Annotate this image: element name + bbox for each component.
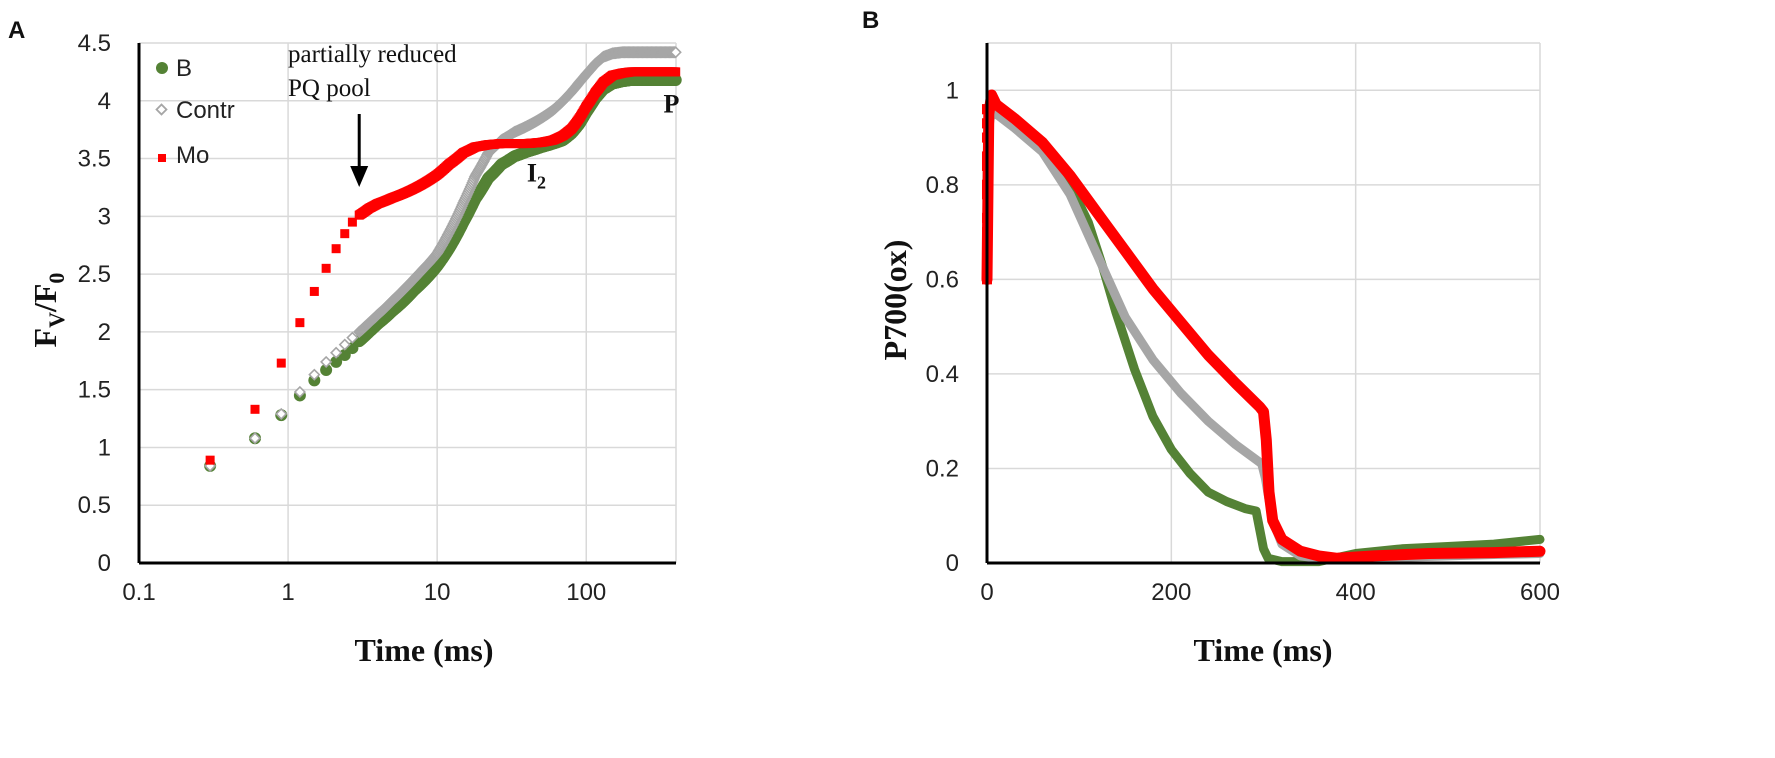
panel-a-series: [204, 46, 682, 473]
y-tick-label: 0.8: [926, 172, 959, 199]
x-tick-label: 1: [281, 579, 294, 606]
x-tick-label: 400: [1336, 579, 1376, 606]
y-tick-label: 1.5: [78, 377, 111, 404]
data-point: [346, 331, 359, 344]
panel-a-legend: B Contr Mo: [155, 55, 235, 169]
data-point: [295, 318, 305, 328]
panel-a-x-title: Time (ms): [355, 632, 494, 668]
x-tick-label: 600: [1520, 579, 1560, 606]
x-tick-label: 200: [1151, 579, 1191, 606]
y-tick-label: 0: [946, 550, 959, 577]
panel-a-grid: [139, 42, 677, 563]
data-point: [276, 358, 286, 368]
y-tick-label: 4: [98, 88, 111, 115]
panel-b-ticks: 0 0.2 0.4 0.6 0.8 1 0 200 400 600: [926, 77, 1560, 606]
panel-b-series: [981, 89, 1546, 567]
panel-a: A 0 0.5 1 1.5 2 2.5 3 3.5 4 4.5 0.1 1 10 100 B Contr …: [8, 17, 682, 668]
y-tick-label: 0.5: [78, 492, 111, 519]
x-tick-label: 0.1: [122, 579, 155, 606]
data-point: [331, 244, 341, 254]
y-tick-label: 2: [98, 319, 111, 346]
panel-b-grid: [987, 42, 1541, 563]
data-point: [671, 67, 681, 77]
legend-marker-b: [156, 62, 168, 74]
data-point: [338, 338, 351, 351]
legend-label-contr: Contr: [176, 97, 235, 124]
x-tick-label: 100: [566, 579, 606, 606]
panel-b-y-title: P700(ox): [877, 240, 913, 361]
legend-label-mo: Mo: [176, 142, 209, 169]
y-tick-label: 1: [98, 434, 111, 461]
y-tick-label: 0.4: [926, 361, 959, 388]
legend-marker-mo: [158, 154, 166, 162]
series-b: [204, 73, 682, 472]
series-mo: [205, 67, 681, 465]
data-point: [669, 46, 682, 59]
y-tick-label: 3: [98, 203, 111, 230]
x-tick-label: 10: [424, 579, 451, 606]
annotation-arrow-head: [350, 166, 369, 187]
data-point: [669, 73, 682, 86]
legend-label-b: B: [176, 55, 192, 82]
y-tick-label: 2.5: [78, 261, 111, 288]
y-tick-label: 0.2: [926, 455, 959, 482]
y-tick-label: 4.5: [78, 30, 111, 57]
panel-a-label: A: [8, 17, 25, 44]
panel-b: B 0 0.2 0.4 0.6 0.8 1 0 200 400 600 Time (ms) P70…: [862, 7, 1560, 668]
data-point: [340, 229, 350, 239]
data-point: [293, 385, 306, 399]
panel-b-label: B: [862, 7, 879, 34]
data-point: [338, 349, 351, 361]
panel-b-x-title: Time (ms): [1194, 632, 1333, 668]
data-point: [330, 355, 343, 368]
data-point: [320, 364, 333, 377]
annotation-arrow-line2: PQ pool: [288, 75, 371, 102]
annotation-i2-label: I2: [527, 159, 546, 193]
data-point: [321, 263, 331, 273]
panel-a-y-title: FV/F0: [27, 273, 69, 348]
annotation-arrow-line1: partially reduced: [288, 41, 457, 68]
annotation-p-label: P: [664, 89, 680, 118]
data-point: [309, 286, 319, 296]
y-tick-label: 3.5: [78, 146, 111, 173]
y-tick-label: 0: [98, 550, 111, 577]
legend-marker-contr: [155, 103, 168, 116]
series-contr: [204, 46, 682, 473]
panel-a-ticks: 0 0.5 1 1.5 2 2.5 3 3.5 4 4.5 0.1 1 10 100: [78, 30, 607, 606]
x-tick-label: 0: [980, 579, 993, 606]
data-point: [330, 346, 343, 359]
data-point: [347, 217, 357, 227]
y-tick-label: 0.6: [926, 266, 959, 293]
y-tick-label: 1: [946, 77, 959, 104]
series-mo-line: [981, 89, 1546, 564]
data-point: [320, 355, 333, 369]
data-point: [308, 368, 321, 381]
data-point: [248, 432, 262, 445]
data-point: [205, 455, 215, 465]
data-point: [250, 404, 260, 414]
data-point: [275, 407, 288, 421]
